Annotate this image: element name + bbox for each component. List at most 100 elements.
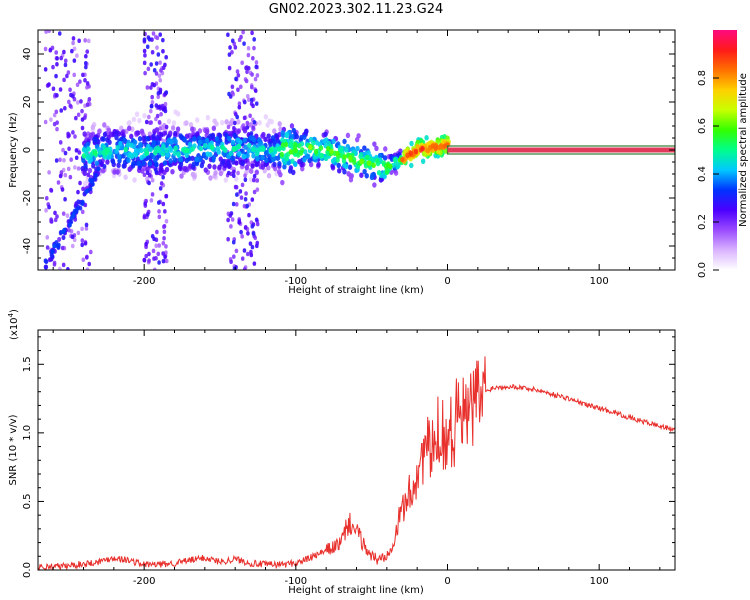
spectrogram-cell	[143, 53, 147, 58]
spectrogram-cell	[147, 180, 151, 186]
spectrogram-cell	[78, 180, 82, 186]
spectrogram-cell	[105, 159, 110, 165]
spectrogram-cell	[72, 72, 77, 78]
snr-y-tick-label: 1.5	[22, 356, 33, 372]
spectrogram-cell	[192, 136, 197, 142]
spectrogram-cell	[207, 163, 212, 170]
spectrogram-cell	[163, 254, 167, 259]
spectrogram-cell	[383, 146, 388, 152]
snr-x-ticks: -200 -100 0 100	[52, 330, 661, 587]
spectrogram-cell	[365, 154, 370, 161]
spectrogram-cell	[205, 114, 211, 121]
spectrogram-cell	[355, 145, 360, 152]
spectrogram-cell	[155, 35, 160, 41]
spectrogram-cell	[155, 45, 159, 50]
spectrogram-cell	[283, 141, 289, 148]
spectrogram-cell	[234, 76, 238, 82]
colorbar-tick-label: 0.8	[697, 70, 708, 86]
spectrogram-cell	[54, 158, 59, 163]
spectrogram-cell	[254, 151, 260, 157]
spectrogram-cell	[234, 160, 239, 166]
spectrogram-cell	[249, 168, 254, 174]
spectrogram-cell	[266, 133, 271, 139]
spectrogram-cell	[76, 112, 81, 118]
spectrogram-cell	[157, 260, 161, 265]
spectrogram-cell	[255, 178, 260, 183]
spectrogram-cell	[143, 201, 147, 206]
snr-y-tick-label: 0.0	[22, 562, 33, 578]
spectrogram-cell	[83, 241, 88, 246]
spectrogram-cell	[63, 106, 67, 111]
spectrogram-cell	[342, 169, 347, 175]
spectrogram-cell	[170, 168, 175, 175]
spectrogram-cell	[244, 78, 249, 84]
spectrogram-cell	[150, 192, 155, 197]
spectrogram-cell	[214, 136, 220, 142]
spectrogram-cell	[71, 130, 75, 135]
spectrogram-cell	[44, 30, 48, 34]
spectrogram-cell	[420, 158, 426, 164]
spectrogram-cell	[72, 46, 77, 51]
spectrogram-cell	[52, 262, 57, 267]
spectrogram-cell	[290, 158, 295, 164]
spectrogram-cell	[230, 84, 235, 89]
snr-x-tick-label: -200	[133, 576, 156, 587]
spectrogram-cell	[60, 245, 65, 251]
spectrogram-cell	[122, 137, 127, 144]
spectrogram-cell	[125, 142, 131, 148]
spectrogram-cell	[142, 112, 147, 119]
spectrogram-cell	[158, 77, 163, 83]
spectrogram-cell	[84, 226, 89, 231]
spectrogram-cell	[62, 49, 66, 55]
spectrogram-cell	[234, 248, 239, 254]
snr-x-tick-label: 0	[444, 576, 450, 587]
spectrogram-cell	[385, 168, 390, 175]
spectrogram-cell	[87, 261, 92, 267]
spectrogram-cell	[154, 167, 158, 173]
spectrogram-cell	[102, 164, 107, 170]
spectrogram-cell	[43, 46, 48, 52]
spectrogram-cell	[159, 111, 163, 117]
spectrogram-cell	[83, 61, 88, 66]
spectrogram-cell	[83, 202, 88, 208]
spectrogram-cell	[178, 156, 184, 163]
spectrogram-cell	[252, 261, 257, 266]
spectrogram-cell	[104, 148, 109, 154]
spectrogram-cell	[236, 143, 242, 150]
spectrogram-cell	[164, 166, 170, 173]
spectrogram-cell	[277, 146, 282, 152]
spectrogram-cell	[313, 148, 319, 155]
spectrogram-cell	[152, 67, 157, 73]
spectrogram-cell	[110, 158, 116, 165]
spectrogram-cell	[226, 237, 230, 242]
spectrogram-cell	[183, 166, 188, 172]
spectrogram-cell	[245, 203, 249, 209]
spectrogram-cell	[81, 157, 86, 164]
spectrogram-cell	[194, 156, 199, 163]
spectrogram-cell	[291, 127, 297, 134]
spectrogram-cell	[132, 177, 137, 183]
spectrogram-cell	[131, 160, 136, 167]
spectrogram-cell	[226, 170, 231, 176]
spectrogram-cell	[364, 173, 369, 179]
spectrogram-cell	[87, 167, 93, 174]
spectrogram-cell	[80, 242, 84, 248]
spectrogram-cell	[237, 101, 242, 106]
colorbar-tick-label: 0.6	[697, 118, 708, 134]
spectrogram-cell	[220, 144, 225, 151]
spectrogram-cell	[250, 84, 254, 90]
spectrogram-cell	[61, 211, 66, 216]
spectrogram-cell	[154, 243, 159, 249]
spectrogram-cell	[437, 144, 442, 151]
spectrogram-cell	[424, 135, 429, 141]
spectrogram-cell	[162, 223, 167, 229]
spectrogram-cell	[278, 126, 283, 132]
spectrogram-cell	[164, 193, 169, 199]
spectrogram-cell	[311, 140, 316, 146]
spectrogram-cell	[242, 248, 247, 253]
colorbar-ticks: 0.0 0.2 0.4 0.6 0.8	[697, 70, 719, 278]
spectrogram-cell	[84, 188, 89, 194]
spectrogram-cell	[74, 115, 78, 121]
spectrogram-cell	[263, 114, 269, 120]
spectrogram-cell	[47, 30, 51, 34]
